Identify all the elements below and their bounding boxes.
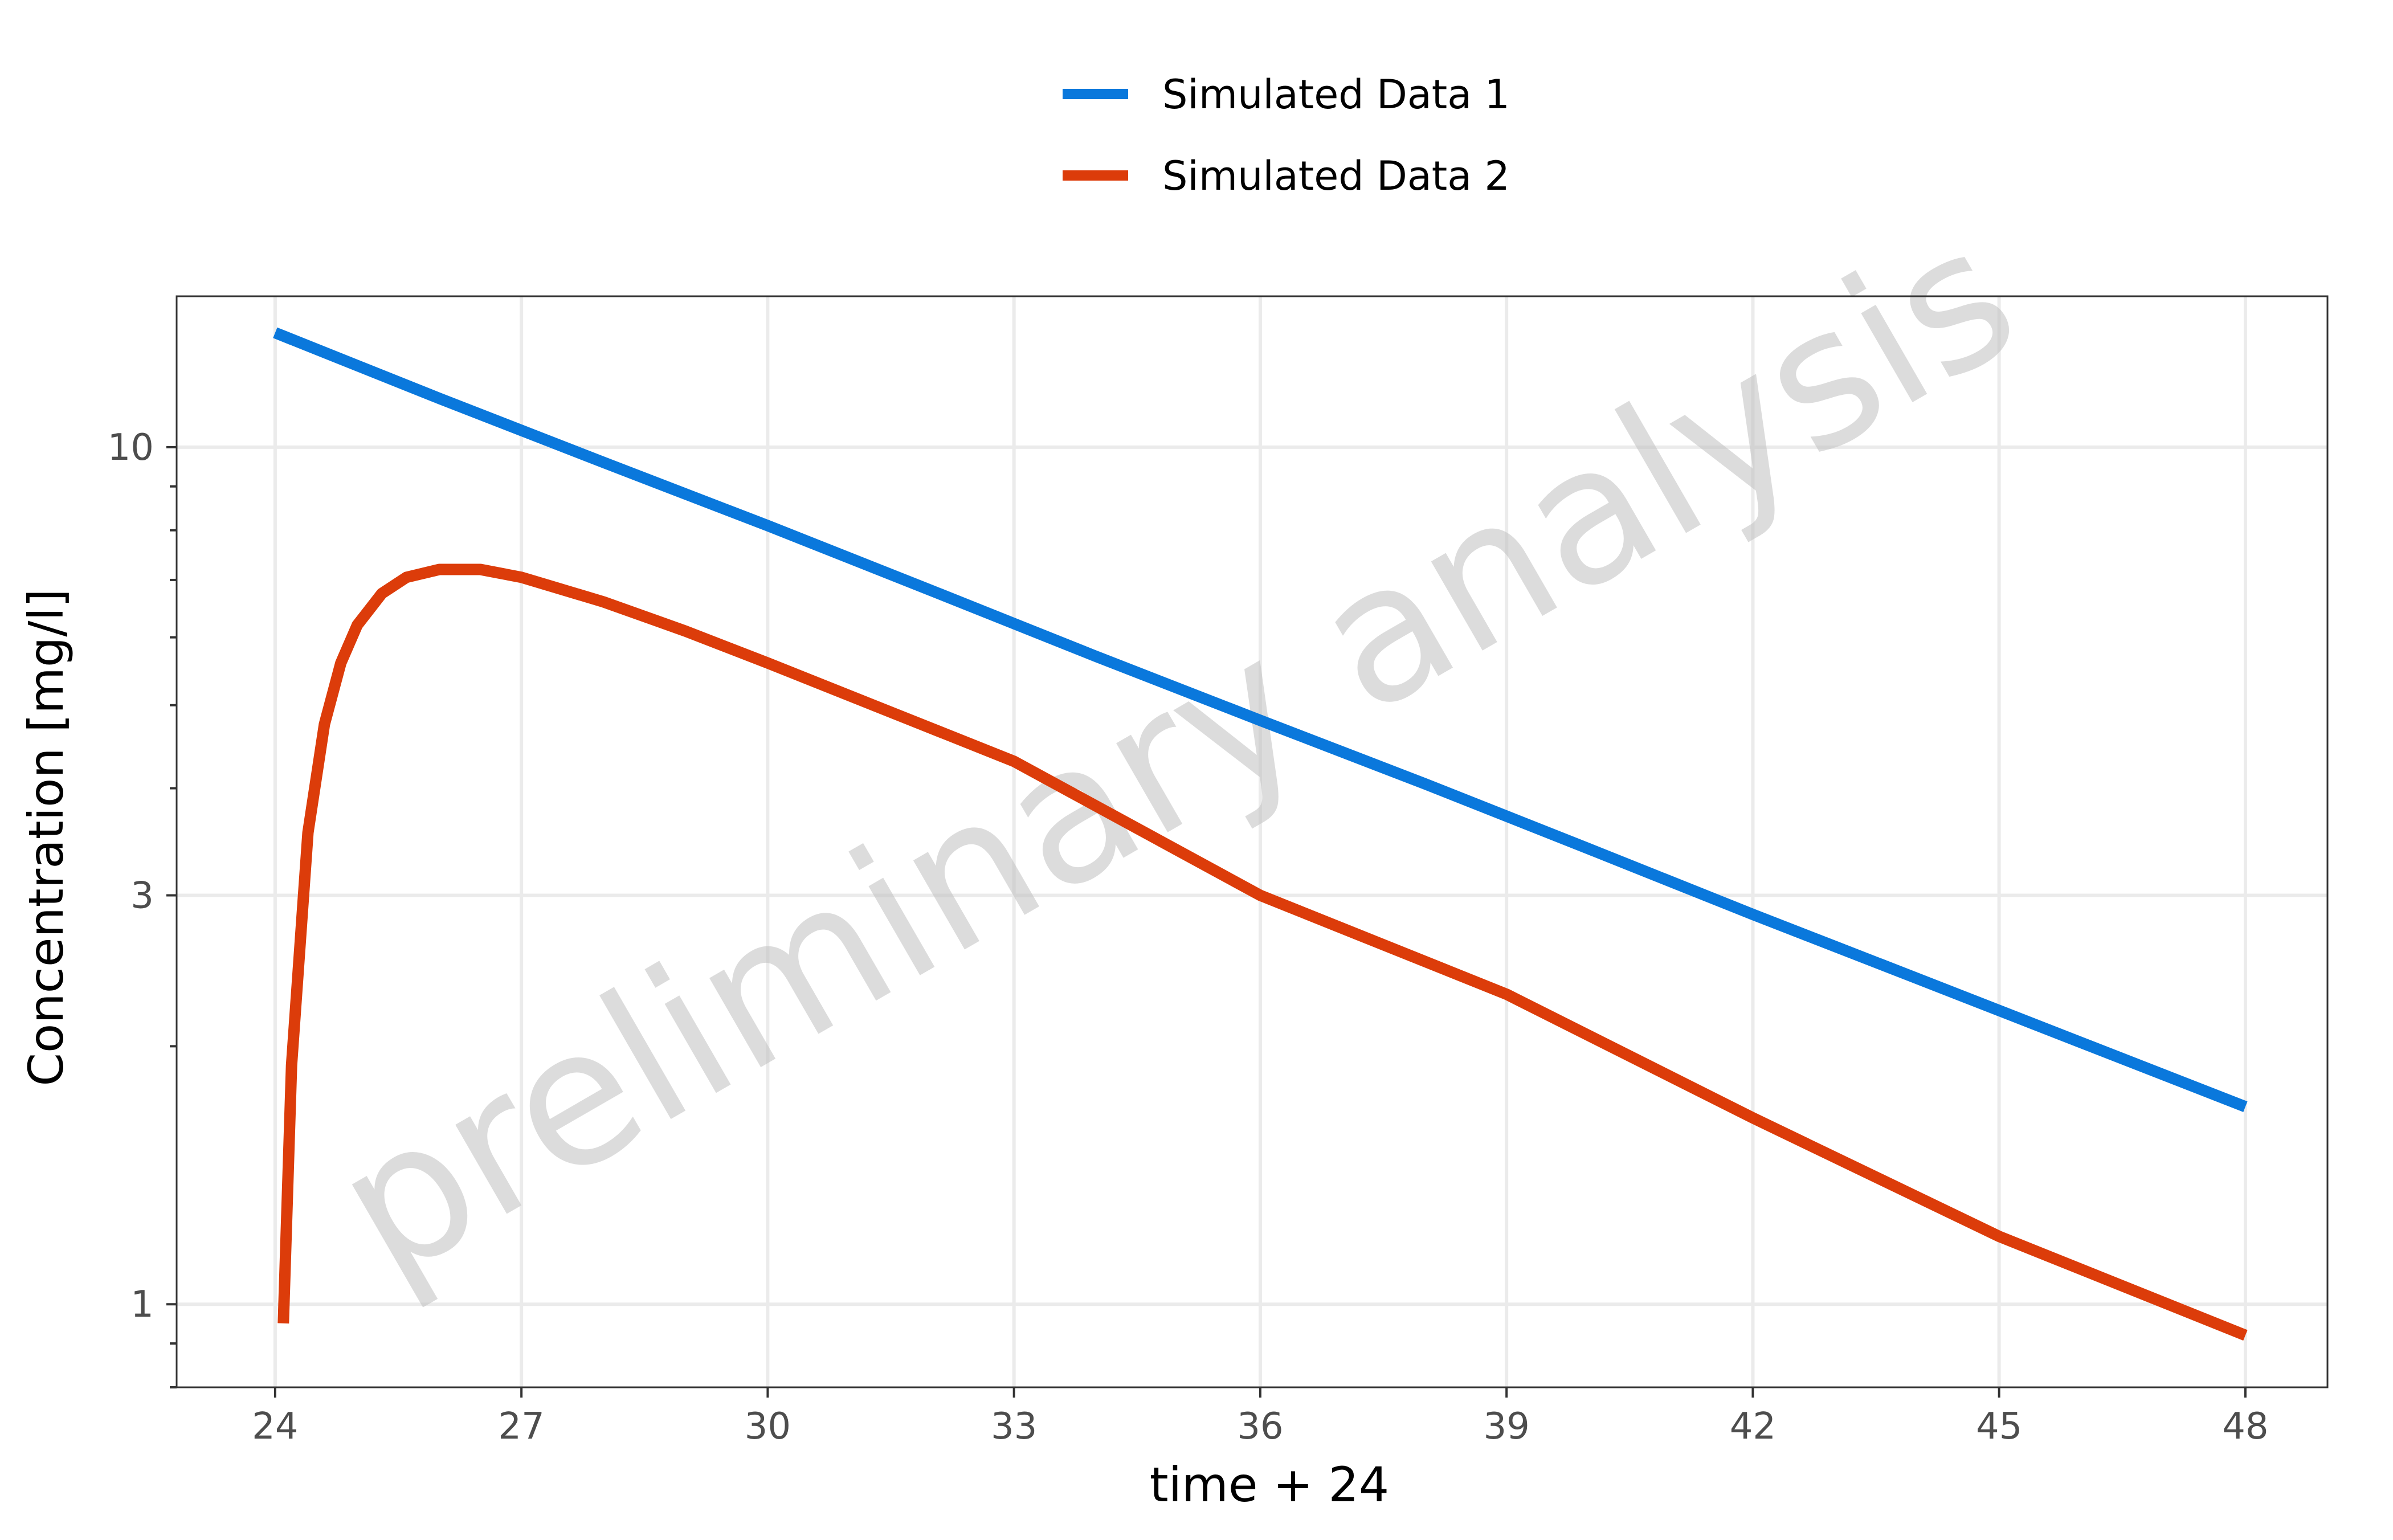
y-tick-label-10: 10 [108,427,154,469]
y-axis-title: Concentration [mg/l] [18,589,74,1086]
series-line-2 [277,563,2248,1341]
y-tick-label-1: 1 [130,1284,154,1326]
legend: Simulated Data 1 Simulated Data 2 [1063,71,1510,199]
series-layer [273,327,2248,1341]
x-tick-label-42: 42 [1730,1406,1776,1448]
x-tick-label-30: 30 [745,1406,791,1448]
legend-label-series-1: Simulated Data 1 [1162,71,1510,118]
plot-panel-border [175,295,2329,1388]
x-axis-title: time + 24 [1150,1457,1389,1513]
x-tick-label-33: 33 [991,1406,1037,1448]
x-tick-label-36: 36 [1237,1406,1283,1448]
y-tick-label-3: 3 [130,875,154,917]
x-axis: 24 27 30 33 36 39 42 45 48 [252,1387,2269,1448]
x-tick-label-45: 45 [1976,1406,2022,1448]
x-tick-label-24: 24 [252,1406,298,1448]
series-line-1 [273,327,2248,1112]
x-tick-label-27: 27 [498,1406,544,1448]
y-axis: 1 3 10 [108,427,177,1388]
x-tick-label-39: 39 [1483,1406,1529,1448]
x-tick-label-48: 48 [2222,1406,2268,1448]
legend-label-series-2: Simulated Data 2 [1162,153,1510,199]
